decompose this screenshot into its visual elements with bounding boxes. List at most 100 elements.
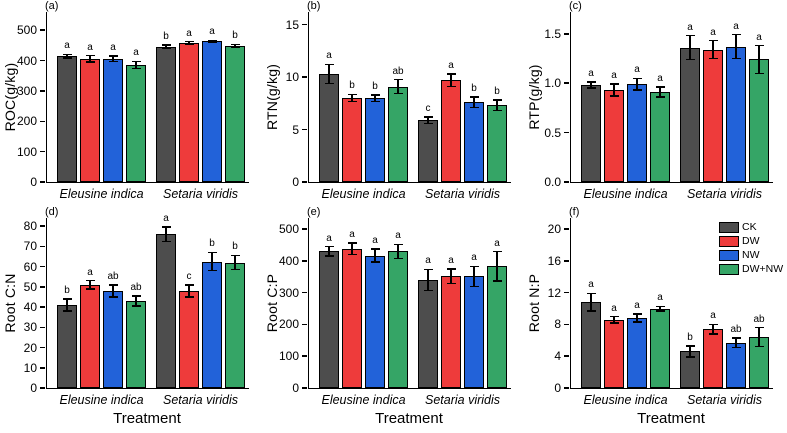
panel-e: (e) Root C:P 0 100 200 300 400 500 a a a a Eleusine … bbox=[262, 206, 524, 433]
error-bar bbox=[135, 61, 137, 69]
error-bar-cap bbox=[446, 268, 456, 270]
y-tick-mark bbox=[40, 59, 46, 62]
error-bar-cap bbox=[731, 346, 741, 349]
y-tick-label: 5 bbox=[292, 122, 299, 137]
sig-letter: b bbox=[372, 80, 378, 92]
error-bar-cap bbox=[184, 284, 194, 286]
y-axis-label-box: RTN(g/kg) bbox=[262, 12, 282, 182]
error-bar-cap bbox=[469, 106, 479, 109]
y-tick-label: 0 bbox=[30, 381, 37, 395]
y-tick-label: 400 bbox=[278, 253, 299, 268]
error-bar-cap bbox=[632, 321, 642, 323]
error-bar bbox=[473, 97, 475, 108]
y-tick-mark bbox=[564, 181, 570, 183]
error-bar-cap bbox=[161, 47, 171, 49]
species-label: Eleusine indica bbox=[583, 187, 668, 201]
error-bar-cap bbox=[108, 296, 118, 298]
y-tick-label: 300 bbox=[278, 285, 299, 300]
plot-area: 0 100 200 300 400 500 a a a a Eleusine indica b a a b S… bbox=[17, 12, 249, 201]
y-tick-label: 100 bbox=[16, 144, 37, 159]
error-bar-cap bbox=[230, 46, 240, 48]
bar-nw-group1 bbox=[103, 58, 124, 182]
bar-ck-group2 bbox=[418, 120, 439, 182]
bar-nw-group2 bbox=[464, 276, 485, 388]
error-bar-cap bbox=[324, 82, 334, 85]
error-bar-cap bbox=[655, 310, 665, 312]
bar-dw-nw-group1 bbox=[126, 300, 147, 388]
error-bar-cap bbox=[370, 100, 380, 102]
error-bar bbox=[66, 54, 68, 58]
error-bar-cap bbox=[131, 295, 141, 297]
sig-letter: ab bbox=[753, 313, 765, 325]
y-tick-mark bbox=[564, 82, 570, 84]
error-bar-cap bbox=[207, 41, 217, 44]
y-tick-mark bbox=[564, 355, 570, 358]
bar-dw-group2 bbox=[441, 276, 462, 388]
panel-letter: (c) bbox=[569, 0, 582, 12]
species-label: Eleusine indica bbox=[583, 393, 668, 407]
error-bar bbox=[636, 78, 638, 91]
sig-letter: b bbox=[349, 80, 355, 92]
sig-letter: a bbox=[448, 59, 454, 71]
legend-label: DW+NW bbox=[742, 263, 784, 275]
species-label: Eleusine indica bbox=[321, 187, 406, 201]
y-tick-mark bbox=[302, 128, 308, 131]
error-bar-cap bbox=[754, 44, 764, 47]
legend-item: NW bbox=[719, 249, 783, 261]
sig-letter: c bbox=[186, 270, 192, 282]
y-tick-mark bbox=[40, 90, 46, 92]
legend-label: DW bbox=[742, 235, 760, 247]
error-bar-cap bbox=[655, 86, 665, 88]
error-bar-cap bbox=[423, 122, 433, 124]
error-bar-cap bbox=[230, 268, 240, 271]
error-bar-cap bbox=[131, 67, 141, 70]
bar-dw-group1 bbox=[604, 90, 625, 182]
panel-a: (a) ROC(g/kg) 0 100 200 300 400 500 a a a a Eleusine… bbox=[0, 0, 262, 206]
bar-dw-group1 bbox=[342, 248, 363, 388]
error-bar-cap bbox=[62, 53, 72, 55]
error-bar-cap bbox=[609, 95, 619, 97]
error-bar bbox=[351, 243, 353, 255]
error-bar-cap bbox=[685, 35, 695, 37]
bar-ck-group1 bbox=[57, 56, 78, 182]
y-tick-mark bbox=[40, 387, 46, 389]
sig-letter: b bbox=[232, 30, 238, 42]
legend: CK DW NW DW+NW bbox=[719, 221, 783, 277]
error-bar-cap bbox=[586, 81, 596, 83]
error-bar bbox=[351, 94, 353, 102]
error-bar bbox=[712, 324, 714, 334]
bar-dw-nw-group1 bbox=[650, 92, 671, 182]
sig-letter: a bbox=[756, 31, 762, 43]
error-bar-cap bbox=[446, 85, 456, 88]
sig-letter: a bbox=[425, 255, 431, 267]
error-bar-cap bbox=[347, 253, 357, 256]
bar-dw-group2 bbox=[703, 329, 724, 388]
error-bar-cap bbox=[230, 254, 240, 257]
y-tick-label: 0 bbox=[292, 381, 299, 395]
y-tick-mark bbox=[302, 323, 308, 326]
y-tick-mark bbox=[40, 29, 46, 32]
plot-area: 0 10 20 30 40 50 60 70 80 b a ab ab Eleusine indica a c… bbox=[24, 214, 249, 407]
error-bar bbox=[689, 35, 691, 60]
y-tick-mark bbox=[564, 228, 570, 230]
figure-row-top: (a) ROC(g/kg) 0 100 200 300 400 500 a a a a Eleusine… bbox=[0, 0, 786, 206]
error-bar-cap bbox=[85, 280, 95, 282]
bar-dw-nw-group2 bbox=[225, 45, 246, 182]
error-bar-cap bbox=[62, 310, 72, 312]
error-bar-cap bbox=[708, 333, 718, 335]
y-tick-mark bbox=[302, 355, 308, 358]
error-bar bbox=[89, 280, 91, 289]
error-bar-cap bbox=[423, 268, 433, 271]
sig-letter: b bbox=[163, 31, 169, 43]
sig-letter: a bbox=[494, 237, 500, 249]
sig-letter: a bbox=[163, 213, 169, 225]
bar-nw-group1 bbox=[103, 290, 124, 388]
bar-nw-group2 bbox=[726, 342, 747, 388]
error-bar bbox=[450, 268, 452, 284]
error-bar-cap bbox=[586, 87, 596, 89]
y-tick-mark bbox=[302, 23, 308, 26]
error-bar-cap bbox=[62, 298, 72, 300]
y-tick-label: 10 bbox=[23, 360, 37, 375]
y-tick-label: 30 bbox=[23, 320, 37, 335]
